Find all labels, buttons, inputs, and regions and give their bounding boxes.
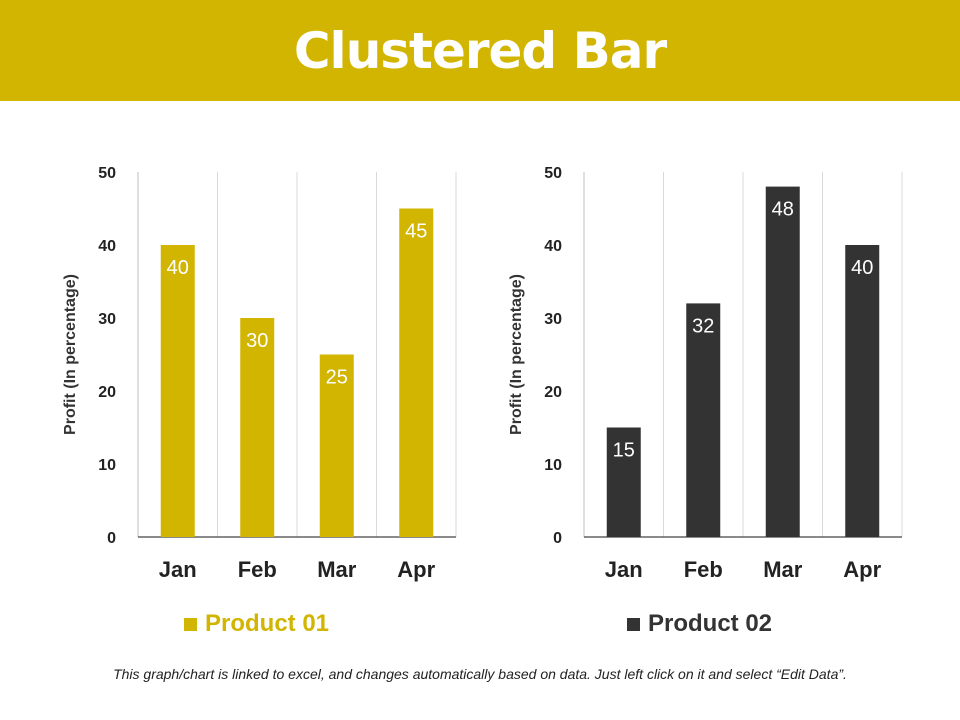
product-01-chart[interactable]: 0 10 20 30 40 50 Profit (In percentage) 40 Jan 30… <box>40 140 480 600</box>
p1-bar-apr <box>399 208 434 537</box>
p2-bar-apr <box>845 245 880 537</box>
legend-label-product-02: Product 02 <box>648 610 773 637</box>
p1-y-tick-label: 40 <box>98 238 116 255</box>
p1-category-label-feb: Feb <box>238 557 277 582</box>
p1-y-tick-label: 0 <box>107 530 116 547</box>
product-02-chart[interactable]: 0 10 20 30 40 50 Profit (In percentage) 15 Jan 32… <box>486 140 926 600</box>
p2-y-tick-label: 30 <box>544 311 562 328</box>
p1-category-label-jan: Jan <box>159 557 197 582</box>
p2-category-label-mar: Mar <box>763 557 803 582</box>
p2-y-tick-label: 20 <box>544 384 562 401</box>
p2-y-tick-label: 50 <box>544 165 562 182</box>
footnote: This graph/chart is linked to excel, and… <box>113 666 847 682</box>
p2-category-label-jan: Jan <box>605 557 643 582</box>
p2-data-label-jan: 15 <box>613 440 635 462</box>
p1-data-label-feb: 30 <box>246 330 268 352</box>
p1-bar-feb <box>240 318 275 537</box>
title-banner: Clustered Bar <box>0 0 960 101</box>
p1-data-label-apr: 45 <box>405 221 427 243</box>
p1-data-label-mar: 25 <box>326 367 348 389</box>
page-title: Clustered Bar <box>293 21 667 80</box>
p2-y-axis-label: Profit (In percentage) <box>508 274 525 435</box>
p1-y-tick-label: 20 <box>98 384 116 401</box>
p2-bar-mar <box>765 186 800 537</box>
p2-y-tick-label: 40 <box>544 238 562 255</box>
p2-bar-jan <box>606 427 641 537</box>
p1-category-label-apr: Apr <box>397 557 435 582</box>
p1-y-tick-label: 30 <box>98 311 116 328</box>
legend-swatch-product-01 <box>184 617 197 631</box>
p2-y-tick-label: 0 <box>553 530 562 547</box>
legend-swatch-product-02 <box>627 617 640 631</box>
p1-y-tick-label: 50 <box>98 165 116 182</box>
p1-y-axis-label: Profit (In percentage) <box>62 274 79 435</box>
p2-category-label-apr: Apr <box>843 557 881 582</box>
p1-bar-jan <box>160 245 195 537</box>
p1-bar-mar <box>319 354 354 537</box>
p2-y-tick-label: 10 <box>544 457 562 474</box>
p1-y-tick-label: 10 <box>98 457 116 474</box>
legend-label-product-01: Product 01 <box>205 610 330 637</box>
legend-product-01[interactable]: Product 01 <box>184 610 329 638</box>
p2-data-label-mar: 48 <box>772 199 794 221</box>
p1-data-label-jan: 40 <box>167 257 189 279</box>
p2-data-label-feb: 32 <box>692 315 714 337</box>
p2-category-label-feb: Feb <box>684 557 723 582</box>
legend-product-02[interactable]: Product 02 <box>627 610 772 638</box>
p1-category-label-mar: Mar <box>317 557 357 582</box>
p2-bar-feb <box>686 303 721 537</box>
p2-data-label-apr: 40 <box>851 257 873 279</box>
